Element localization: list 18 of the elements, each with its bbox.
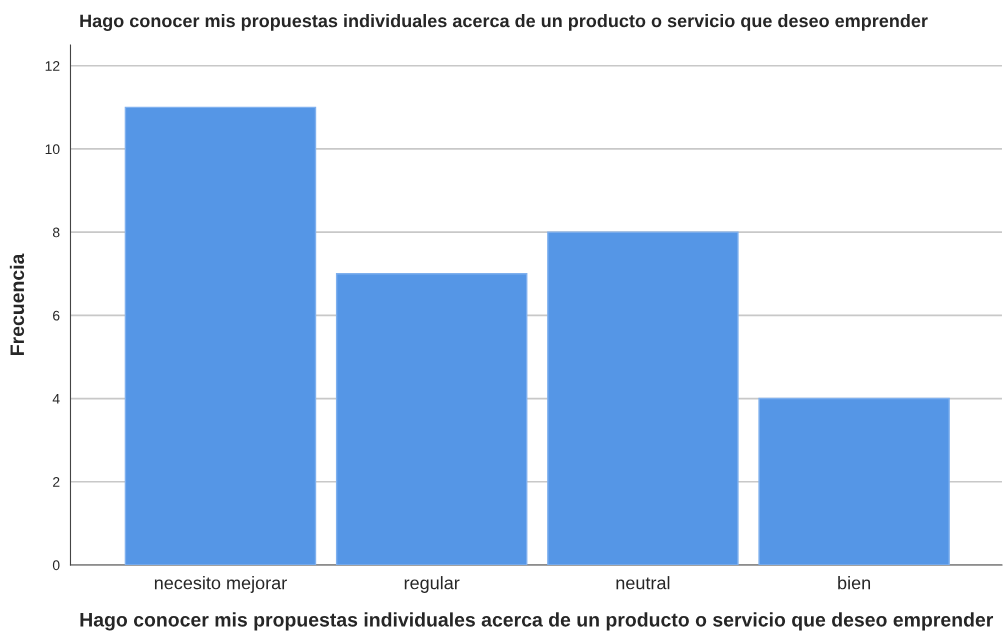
y-tick-label: 0 xyxy=(52,560,60,571)
y-tick-label: 8 xyxy=(52,227,60,238)
x-tick-label: regular xyxy=(404,576,460,593)
y-axis-title: Frecuencia xyxy=(9,253,25,355)
y-tick-label: 10 xyxy=(45,144,60,155)
y-tick-label: 2 xyxy=(53,477,60,487)
y-tick-label: 6 xyxy=(53,310,60,321)
chart-title: Hago conocer mis propuestas individuales acerca de un producto o servicio que deseo emprender xyxy=(80,14,928,31)
x-tick-label: neutral xyxy=(616,576,670,590)
x-axis-title: Hago conocer mis propuestas individuales acerca de un producto o servicio que deseo emprender xyxy=(80,612,994,631)
bar xyxy=(547,231,739,565)
y-tick-label: 4 xyxy=(52,394,60,404)
bar xyxy=(335,273,528,565)
x-tick-label: necesito mejorar xyxy=(154,576,287,593)
bar xyxy=(124,106,317,565)
bar xyxy=(758,397,950,565)
y-tick-label: 12 xyxy=(45,61,60,71)
x-tick-label: bien xyxy=(838,576,871,590)
